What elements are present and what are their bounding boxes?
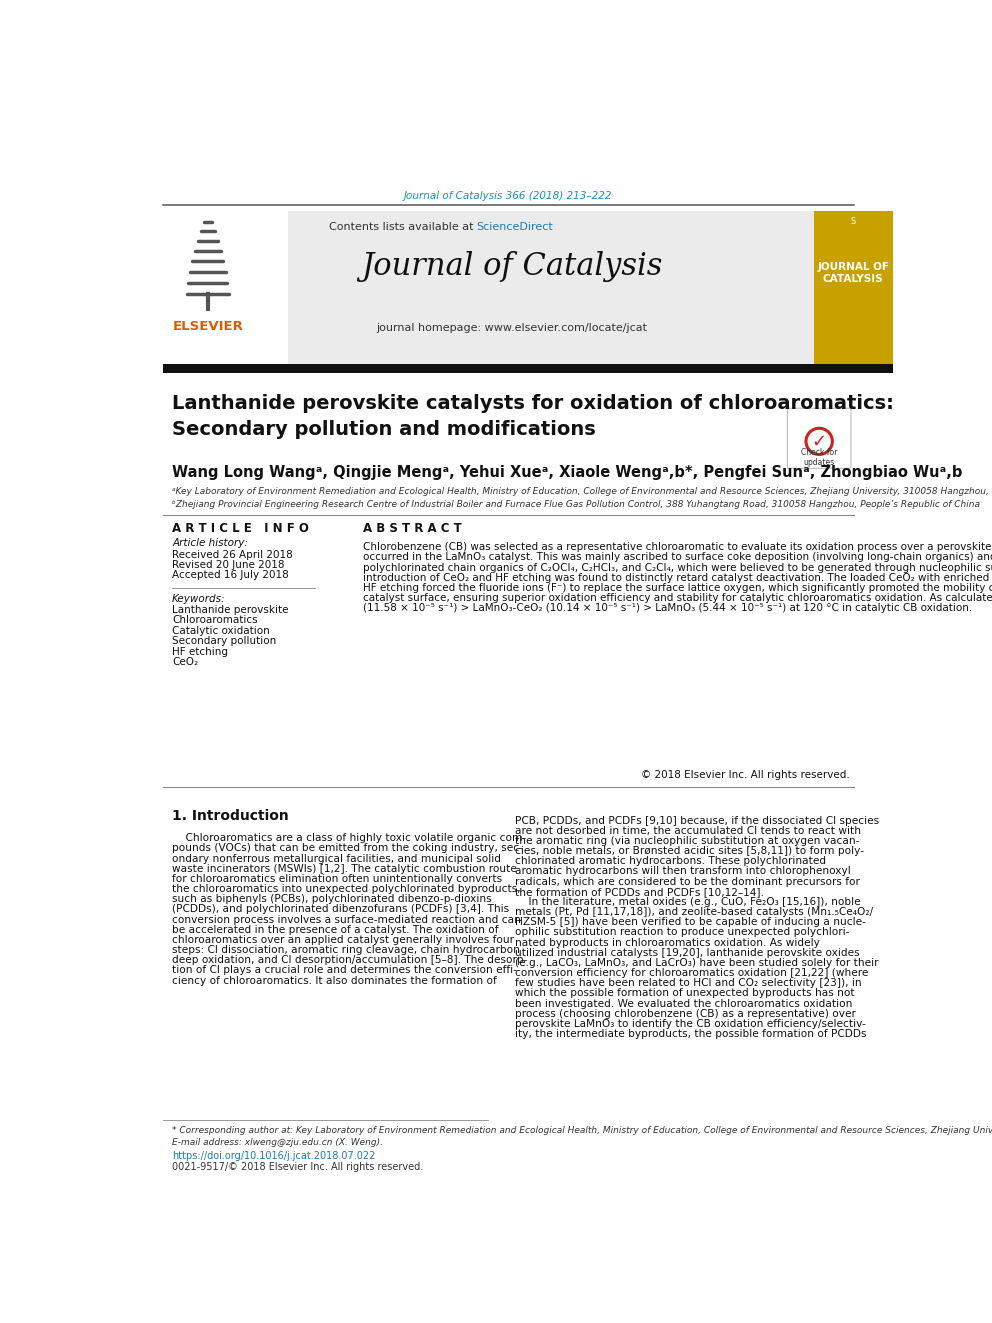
Text: Wang Long Wangᵃ, Qingjie Mengᵃ, Yehui Xueᵃ, Xiaole Wengᵃ,b*, Pengfei Sunᵃ, Zhong: Wang Long Wangᵃ, Qingjie Mengᵃ, Yehui Xu… xyxy=(172,466,962,480)
Text: steps: Cl dissociation, aromatic ring cleavage, chain hydrocarbon: steps: Cl dissociation, aromatic ring cl… xyxy=(172,945,520,955)
Text: ELSEVIER: ELSEVIER xyxy=(173,320,243,333)
Text: radicals, which are considered to be the dominant precursors for: radicals, which are considered to be the… xyxy=(516,877,860,886)
FancyBboxPatch shape xyxy=(788,409,851,468)
Text: ᵇZhejiang Provincial Engineering Research Centre of Industrial Boiler and Furnac: ᵇZhejiang Provincial Engineering Researc… xyxy=(172,500,980,509)
Text: PCB, PCDDs, and PCDFs [9,10] because, if the dissociated Cl species: PCB, PCDDs, and PCDFs [9,10] because, if… xyxy=(516,815,880,826)
Text: which the possible formation of unexpected byproducts has not: which the possible formation of unexpect… xyxy=(516,988,855,999)
Text: ondary nonferrous metallurgical facilities, and municipal solid: ondary nonferrous metallurgical faciliti… xyxy=(172,853,501,864)
Text: waste incinerators (MSWIs) [1,2]. The catalytic combustion route: waste incinerators (MSWIs) [1,2]. The ca… xyxy=(172,864,517,873)
Text: the formation of PCDDs and PCDFs [10,12–14].: the formation of PCDDs and PCDFs [10,12–… xyxy=(516,886,764,897)
Text: Lanthanide perovskite catalysts for oxidation of chloroaromatics:: Lanthanide perovskite catalysts for oxid… xyxy=(172,394,894,413)
Bar xyxy=(163,212,813,365)
Text: deep oxidation, and Cl desorption/accumulation [5–8]. The desorp-: deep oxidation, and Cl desorption/accumu… xyxy=(172,955,528,966)
Text: Journal of Catalysis: Journal of Catalysis xyxy=(361,251,663,282)
Text: ity, the intermediate byproducts, the possible formation of PCDDs: ity, the intermediate byproducts, the po… xyxy=(516,1029,867,1039)
Text: such as biphenyls (PCBs), polychlorinated dibenzo-p-dioxins: such as biphenyls (PCBs), polychlorinate… xyxy=(172,894,492,904)
Text: Chloroaromatics are a class of highly toxic volatile organic com-: Chloroaromatics are a class of highly to… xyxy=(172,833,526,843)
Text: utilized industrial catalysts [19,20], lanthanide perovskite oxides: utilized industrial catalysts [19,20], l… xyxy=(516,947,860,958)
Text: Catalytic oxidation: Catalytic oxidation xyxy=(172,626,270,636)
Text: Keywords:: Keywords: xyxy=(172,594,225,605)
Text: In the literature, metal oxides (e.g., CuO, Fe₂O₃ [15,16]), noble: In the literature, metal oxides (e.g., C… xyxy=(516,897,861,906)
Text: Chloroaromatics: Chloroaromatics xyxy=(172,615,258,626)
Text: metals (Pt, Pd [11,17,18]), and zeolite-based catalysts (Mn₁.₅Ce₄O₂/: metals (Pt, Pd [11,17,18]), and zeolite-… xyxy=(516,908,874,917)
Text: ciency of chloroaromatics. It also dominates the formation of: ciency of chloroaromatics. It also domin… xyxy=(172,975,497,986)
Text: be accelerated in the presence of a catalyst. The oxidation of: be accelerated in the presence of a cata… xyxy=(172,925,499,935)
Text: Chlorobenzene (CB) was selected as a representative chloroaromatic to evaluate i: Chlorobenzene (CB) was selected as a rep… xyxy=(363,542,992,552)
Text: (11.58 × 10⁻⁵ s⁻¹) > LaMnO₃-CeO₂ (10.14 × 10⁻⁵ s⁻¹) > LaMnO₃ (5.44 × 10⁻⁵ s⁻¹) a: (11.58 × 10⁻⁵ s⁻¹) > LaMnO₃-CeO₂ (10.14 … xyxy=(363,603,972,613)
Text: catalyst surface, ensuring superior oxidation efficiency and stability for catal: catalyst surface, ensuring superior oxid… xyxy=(363,593,992,603)
Text: (e.g., LaCO₃, LaMnO₃, and LaCrO₃) have been studied solely for their: (e.g., LaCO₃, LaMnO₃, and LaCrO₃) have b… xyxy=(516,958,879,968)
Text: conversion process involves a surface-mediated reaction and can: conversion process involves a surface-me… xyxy=(172,914,521,925)
Text: 1. Introduction: 1. Introduction xyxy=(172,808,289,823)
Text: nated byproducts in chloroaromatics oxidation. As widely: nated byproducts in chloroaromatics oxid… xyxy=(516,938,820,947)
Text: process (choosing chlorobenzene (CB) as a representative) over: process (choosing chlorobenzene (CB) as … xyxy=(516,1008,856,1019)
Text: Secondary pollution and modifications: Secondary pollution and modifications xyxy=(172,421,596,439)
Text: are not desorbed in time, the accumulated Cl tends to react with: are not desorbed in time, the accumulate… xyxy=(516,826,861,836)
Text: for chloroaromatics elimination often unintentionally converts: for chloroaromatics elimination often un… xyxy=(172,875,502,884)
Text: A R T I C L E   I N F O: A R T I C L E I N F O xyxy=(172,521,309,534)
Text: ScienceDirect: ScienceDirect xyxy=(476,221,554,232)
Text: ᵃKey Laboratory of Environment Remediation and Ecological Health, Ministry of Ed: ᵃKey Laboratory of Environment Remediati… xyxy=(172,487,992,496)
Text: pounds (VOCs) that can be emitted from the coking industry, sec-: pounds (VOCs) that can be emitted from t… xyxy=(172,844,523,853)
Text: chlorinated aromatic hydrocarbons. These polychlorinated: chlorinated aromatic hydrocarbons. These… xyxy=(516,856,826,867)
Text: conversion efficiency for chloroaromatics oxidation [21,22] (where: conversion efficiency for chloroaromatic… xyxy=(516,968,869,978)
Text: Received 26 April 2018: Received 26 April 2018 xyxy=(172,549,293,560)
Text: the chloroaromatics into unexpected polychlorinated byproducts,: the chloroaromatics into unexpected poly… xyxy=(172,884,521,894)
Text: Accepted 16 July 2018: Accepted 16 July 2018 xyxy=(172,570,289,579)
Text: JOURNAL OF
CATALYSIS: JOURNAL OF CATALYSIS xyxy=(817,262,889,283)
Text: polychlorinated chain organics of C₂OCl₄, C₂HCl₃, and C₂Cl₄, which were believed: polychlorinated chain organics of C₂OCl₄… xyxy=(363,562,992,573)
Text: chloroaromatics over an applied catalyst generally involves four: chloroaromatics over an applied catalyst… xyxy=(172,935,514,945)
Text: https://doi.org/10.1016/j.jcat.2018.07.022: https://doi.org/10.1016/j.jcat.2018.07.0… xyxy=(172,1151,375,1160)
Text: Secondary pollution: Secondary pollution xyxy=(172,636,277,646)
Bar xyxy=(813,212,893,365)
Text: few studies have been related to HCl and CO₂ selectivity [23]), in: few studies have been related to HCl and… xyxy=(516,978,862,988)
Text: tion of Cl plays a crucial role and determines the conversion effi-: tion of Cl plays a crucial role and dete… xyxy=(172,966,517,975)
Text: S: S xyxy=(851,217,856,226)
Text: CeO₂: CeO₂ xyxy=(172,658,198,667)
Text: Article history:: Article history: xyxy=(172,538,248,548)
Text: © 2018 Elsevier Inc. All rights reserved.: © 2018 Elsevier Inc. All rights reserved… xyxy=(642,770,850,779)
Text: Journal of Catalysis 366 (2018) 213–222: Journal of Catalysis 366 (2018) 213–222 xyxy=(404,191,613,201)
Text: * Corresponding author at: Key Laboratory of Environment Remediation and Ecologi: * Corresponding author at: Key Laborator… xyxy=(172,1126,992,1135)
Text: 0021-9517/© 2018 Elsevier Inc. All rights reserved.: 0021-9517/© 2018 Elsevier Inc. All right… xyxy=(172,1162,424,1172)
Text: the aromatic ring (via nucleophilic substitution at oxygen vacan-: the aromatic ring (via nucleophilic subs… xyxy=(516,836,860,845)
Text: E-mail address: xlweng@zju.edu.cn (X. Weng).: E-mail address: xlweng@zju.edu.cn (X. We… xyxy=(172,1138,383,1147)
Text: perovskite LaMnO₃ to identify the CB oxidation efficiency/selectiv-: perovskite LaMnO₃ to identify the CB oxi… xyxy=(516,1019,866,1029)
Text: introduction of CeO₂ and HF etching was found to distinctly retard catalyst deac: introduction of CeO₂ and HF etching was … xyxy=(363,573,992,582)
Text: A B S T R A C T: A B S T R A C T xyxy=(363,521,461,534)
Text: Lanthanide perovskite: Lanthanide perovskite xyxy=(172,605,289,615)
Text: ophilic substitution reaction to produce unexpected polychlori-: ophilic substitution reaction to produce… xyxy=(516,927,850,938)
Text: aromatic hydrocarbons will then transform into chlorophenoxyl: aromatic hydrocarbons will then transfor… xyxy=(516,867,851,876)
Text: been investigated. We evaluated the chloroaromatics oxidation: been investigated. We evaluated the chlo… xyxy=(516,999,853,1008)
Text: Revised 20 June 2018: Revised 20 June 2018 xyxy=(172,560,285,569)
Text: ✓: ✓ xyxy=(811,433,826,450)
Text: HZSM-5 [5]) have been verified to be capable of inducing a nucle-: HZSM-5 [5]) have been verified to be cap… xyxy=(516,917,866,927)
Text: HF etching forced the fluoride ions (F⁻) to replace the surface lattice oxygen, : HF etching forced the fluoride ions (F⁻)… xyxy=(363,583,992,593)
Text: cies, noble metals, or Brønsted acidic sites [5,8,11]) to form poly-: cies, noble metals, or Brønsted acidic s… xyxy=(516,847,864,856)
Text: Contents lists available at: Contents lists available at xyxy=(328,221,476,232)
Text: occurred in the LaMnO₃ catalyst. This was mainly ascribed to surface coke deposi: occurred in the LaMnO₃ catalyst. This wa… xyxy=(363,553,992,562)
Text: journal homepage: www.elsevier.com/locate/jcat: journal homepage: www.elsevier.com/locat… xyxy=(376,323,647,333)
Text: (PCDDs), and polychlorinated dibenzofurans (PCDFs) [3,4]. This: (PCDDs), and polychlorinated dibenzofura… xyxy=(172,905,509,914)
Bar xyxy=(163,364,893,373)
Text: Check for
updates: Check for updates xyxy=(801,447,837,467)
Text: HF etching: HF etching xyxy=(172,647,228,656)
Bar xyxy=(163,212,289,365)
